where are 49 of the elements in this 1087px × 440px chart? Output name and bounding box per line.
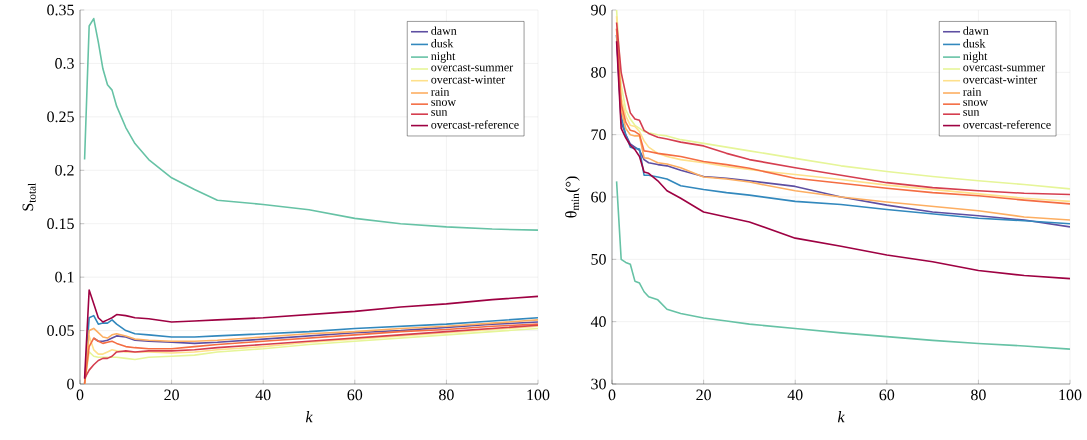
- x-tick-label: 40: [787, 389, 803, 401]
- legend-label: sun: [963, 110, 980, 116]
- y-tick-label: 60: [591, 191, 606, 203]
- y-tick-label: 90: [591, 4, 606, 16]
- y-axis-title: θ$_{min}$(°): [565, 176, 580, 218]
- legend-label: overcast-summer: [431, 64, 514, 72]
- x-tick-label: 20: [164, 389, 179, 401]
- y-tick-label: 0.25: [47, 111, 74, 123]
- legend-label: snow: [431, 100, 456, 106]
- legend-label: dawn: [963, 26, 989, 35]
- x-tick-label: 20: [696, 389, 711, 401]
- legend-label: overcast-reference: [431, 120, 519, 129]
- x-tick-label: 80: [971, 389, 986, 401]
- x-tick-label: 60: [347, 389, 363, 401]
- y-tick-label: 80: [591, 66, 606, 78]
- x-axis-title: k: [837, 411, 845, 423]
- legend-label: dawn: [431, 26, 457, 35]
- y-tick-label: 0.2: [55, 164, 74, 176]
- legend-label: snow: [963, 100, 989, 106]
- legend-label: night: [431, 51, 456, 63]
- x-tick-label: 40: [255, 389, 271, 401]
- x-tick-label: 0: [76, 389, 84, 401]
- y-tick-label: 0.35: [47, 4, 74, 16]
- legend-label: overcast-summer: [963, 64, 1046, 72]
- y-tick-label: 30: [591, 378, 606, 390]
- legend-label: rain: [431, 87, 450, 96]
- x-axis-title: k: [305, 411, 313, 423]
- y-axis-title: S$_{total}$: [22, 183, 36, 211]
- legend-label: night: [963, 51, 988, 63]
- legend-label: dusk: [963, 39, 986, 48]
- x-tick-label: 100: [527, 389, 550, 401]
- legend-label: sun: [431, 110, 448, 116]
- y-tick-label: 70: [591, 129, 606, 141]
- legend-label: overcast-winter: [431, 75, 506, 84]
- x-tick-label: 60: [879, 389, 895, 401]
- y-tick-label: 40: [590, 316, 606, 328]
- x-tick-label: 0: [608, 389, 616, 401]
- x-tick-label: 100: [1059, 389, 1082, 401]
- y-tick-label: 0: [67, 378, 74, 390]
- y-tick-label: 50: [591, 253, 606, 265]
- y-tick-label: 0.3: [55, 58, 74, 69]
- x-tick-label: 80: [439, 389, 454, 401]
- y-tick-label: 0.15: [47, 218, 74, 230]
- legend-label: overcast-winter: [963, 75, 1038, 84]
- legend-label: overcast-reference: [963, 120, 1051, 129]
- legend-label: rain: [963, 87, 982, 96]
- y-tick-label: 0.1: [55, 271, 74, 283]
- legend-label: dusk: [431, 39, 454, 48]
- y-tick-label: 0.05: [47, 325, 74, 336]
